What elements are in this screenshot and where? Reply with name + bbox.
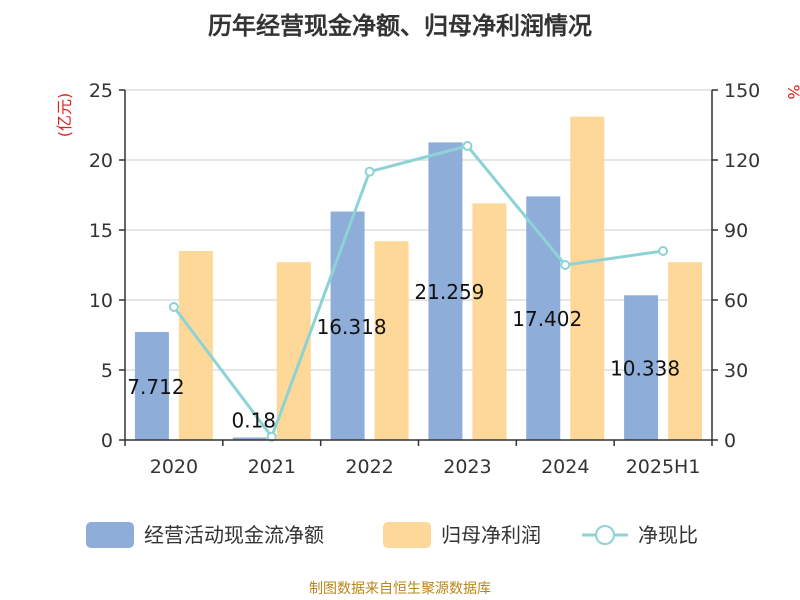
footer-source: 制图数据来自恒生聚源数据库 bbox=[309, 581, 491, 597]
bar-data-label: 10.338 bbox=[610, 357, 680, 381]
bar-data-label: 17.402 bbox=[512, 307, 582, 331]
ratio-point bbox=[560, 260, 571, 270]
legend-swatch bbox=[383, 522, 431, 548]
line-layer bbox=[168, 141, 669, 442]
legend-item-net-profit[interactable]: 归母净利润 bbox=[383, 522, 541, 548]
cashflow-bar bbox=[624, 295, 659, 440]
cashflow-bar bbox=[330, 211, 365, 440]
ratio-point bbox=[462, 141, 473, 151]
left-tick-label: 15 bbox=[89, 220, 113, 242]
bar-data-label: 0.18 bbox=[231, 408, 276, 432]
bars-layer bbox=[134, 116, 703, 440]
net-profit-bar bbox=[570, 116, 605, 440]
net-profit-bar bbox=[668, 262, 703, 440]
left-axis-unit: (亿元) bbox=[55, 93, 74, 138]
ratio-point bbox=[168, 302, 179, 312]
legend-label: 经营活动现金流净额 bbox=[144, 523, 324, 547]
right-tick-label: 90 bbox=[724, 220, 748, 242]
net-profit-bar bbox=[472, 203, 507, 440]
ratio-line bbox=[172, 144, 664, 440]
net-profit-bar bbox=[178, 251, 213, 440]
x-tick-label: 2024 bbox=[541, 456, 589, 478]
labels-layer: 7.712 0.18 16.318 21.259 17.402 10.338 bbox=[127, 280, 680, 432]
left-tick-label: 0 bbox=[101, 430, 113, 452]
legend-label: 归母净利润 bbox=[441, 523, 541, 547]
ratio-point bbox=[364, 166, 375, 177]
cashflow-bar bbox=[428, 142, 463, 440]
right-tick-label: 120 bbox=[724, 150, 760, 172]
legend-item-cashflow[interactable]: 经营活动现金流净额 bbox=[86, 522, 324, 548]
x-tick-label: 2020 bbox=[150, 456, 198, 478]
cashflow-bar bbox=[232, 437, 267, 440]
left-tick-label: 20 bbox=[89, 150, 113, 172]
bar-data-label: 21.259 bbox=[414, 280, 484, 304]
right-tick-label: 0 bbox=[724, 430, 736, 452]
legend-item-ratio[interactable]: 净现比 bbox=[582, 523, 698, 547]
legend-swatch bbox=[86, 522, 134, 548]
right-tick-label: 30 bbox=[724, 360, 748, 382]
x-tick-label: 2022 bbox=[345, 456, 393, 478]
legend-swatch-marker bbox=[595, 525, 615, 545]
right-tick-label: 60 bbox=[724, 290, 748, 312]
left-tick-label: 25 bbox=[89, 80, 113, 102]
net-profit-bar bbox=[374, 241, 409, 440]
axes-layer: 0 5 10 15 20 25 0 30 60 90 120 150 2020 2021 2022 2023 2… bbox=[55, 80, 800, 478]
grid-lines bbox=[125, 89, 712, 441]
bar-data-label: 7.712 bbox=[127, 375, 184, 399]
x-tick-label: 2021 bbox=[248, 456, 296, 478]
left-tick-label: 5 bbox=[101, 360, 113, 382]
left-tick-label: 10 bbox=[89, 290, 113, 312]
x-tick-label: 2025H1 bbox=[626, 456, 701, 478]
legend-layer[interactable]: 经营活动现金流净额 归母净利润 净现比 bbox=[86, 522, 698, 548]
bar-data-label: 16.318 bbox=[317, 315, 387, 339]
ratio-point bbox=[658, 246, 669, 256]
cashflow-bar bbox=[134, 332, 169, 440]
right-tick-label: 150 bbox=[724, 80, 760, 102]
legend-label: 净现比 bbox=[638, 523, 698, 547]
right-axis-unit: % bbox=[784, 84, 800, 99]
chart-title: 历年经营现金净额、归母净利润情况 bbox=[208, 12, 592, 40]
x-tick-label: 2023 bbox=[443, 456, 491, 478]
